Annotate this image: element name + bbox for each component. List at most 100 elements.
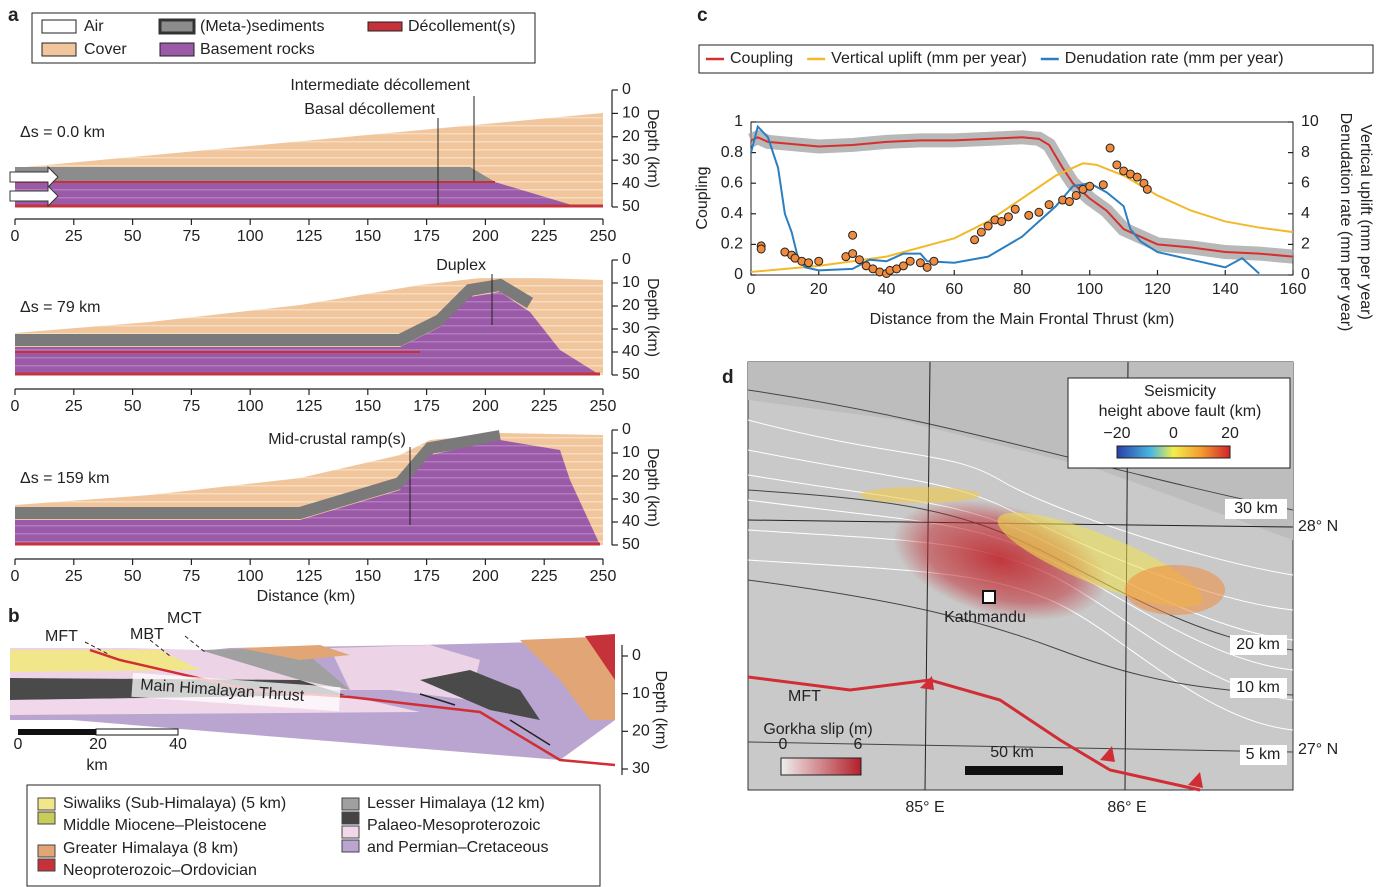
y2-tick-label: 4 xyxy=(1301,205,1310,222)
annotation: Duplex xyxy=(436,257,486,274)
y2-tick-label: 10 xyxy=(1301,113,1319,130)
legend-text: Neoproterozoic–Ordovician xyxy=(63,862,257,879)
thrust-tooth xyxy=(1100,746,1115,762)
section-3: Mid-crustal ramp(s) Δs = 159 km Distance… xyxy=(15,430,603,605)
sediments xyxy=(15,167,495,182)
point xyxy=(848,249,858,259)
scale-bar xyxy=(95,728,179,736)
x-tick-label: 225 xyxy=(531,568,558,585)
point xyxy=(915,258,925,268)
point xyxy=(997,216,1007,226)
section-1: Intermediate décollement Basal décolleme… xyxy=(9,77,603,208)
sediments xyxy=(15,430,502,519)
point xyxy=(922,262,932,272)
point xyxy=(1003,212,1013,222)
label-bg xyxy=(131,672,341,712)
basement xyxy=(15,182,575,206)
panel-b: MFT MBT MCT Main Himalayan Thrust Depth … xyxy=(10,610,669,775)
y2-axis-label: Vertical uplift (mm per year) xyxy=(1357,124,1374,320)
point xyxy=(1112,160,1122,170)
annotation: Basal décollement xyxy=(304,101,435,118)
point xyxy=(970,235,980,245)
point xyxy=(756,244,766,254)
arrow xyxy=(9,165,59,189)
axes-a: 0 25 50 75 100 125 150 175 200 225 25001020304050D… xyxy=(11,81,661,585)
x-tick-label: 175 xyxy=(413,228,440,245)
y-tick-label: 20 xyxy=(632,723,650,740)
panel-label: d xyxy=(722,367,734,388)
y2-tick-label: 6 xyxy=(1301,174,1310,191)
legend-box xyxy=(26,784,601,887)
y-tick-label: 0 xyxy=(622,251,631,268)
point xyxy=(1105,143,1115,153)
y-axis-label: Depth (km) xyxy=(644,278,661,357)
x-tick-label: 100 xyxy=(237,398,264,415)
arrow xyxy=(509,719,551,746)
x-tick-label: 80 xyxy=(1013,281,1031,298)
scale-tick-label: 40 xyxy=(169,736,187,753)
fault xyxy=(184,635,206,653)
legend-b: Siwaliks (Sub-Himalaya) (5 km) Middle Mi… xyxy=(26,784,601,887)
sediments xyxy=(15,278,534,346)
fault-label: MFT xyxy=(788,688,821,705)
x-tick-label: 140 xyxy=(1212,281,1239,298)
swatch xyxy=(37,858,56,872)
contour-label: 10 km xyxy=(1236,679,1280,696)
y-tick-label: 0.6 xyxy=(721,174,743,191)
colorbar-title: height above fault (km) xyxy=(1099,403,1262,420)
x-tick-label: 175 xyxy=(413,398,440,415)
y2-axis-label: Denudation rate (mm per year) xyxy=(1337,113,1354,332)
scale-unit: km xyxy=(86,757,107,774)
contour-label: 30 km xyxy=(1234,500,1278,517)
colorbar-tick-label: 0 xyxy=(1169,425,1178,442)
point xyxy=(1024,210,1034,220)
annotation: Mid-crustal ramp(s) xyxy=(268,431,406,448)
x-tick-label: 150 xyxy=(354,398,381,415)
x-tick-label: 20 xyxy=(810,281,828,298)
legend-text: Middle Miocene–Pleistocene xyxy=(63,817,267,834)
y-tick-label: 10 xyxy=(622,105,640,122)
shift-label: Δs = 0.0 km xyxy=(20,124,105,141)
point xyxy=(848,230,858,240)
section-2: Duplex Δs = 79 km xyxy=(15,257,603,376)
scale-tick-label: 0 xyxy=(14,736,23,753)
slip-tick-label: 6 xyxy=(854,736,863,753)
swatch xyxy=(367,21,403,32)
panel-label: a xyxy=(8,5,19,26)
x-tick-label: 50 xyxy=(124,568,142,585)
legend-text: and Permian–Cretaceous xyxy=(367,839,548,856)
unit xyxy=(420,670,540,720)
x-tick-label: 200 xyxy=(472,398,499,415)
contour xyxy=(747,419,1294,576)
arrow xyxy=(9,184,59,208)
scale-bar xyxy=(965,766,1063,775)
swatch xyxy=(37,844,56,858)
y-tick-label: 10 xyxy=(622,444,640,461)
seismicity-cloud xyxy=(860,487,980,503)
y-tick-label: 0 xyxy=(734,266,743,283)
point xyxy=(929,256,939,266)
colorbar-tick-label: −20 xyxy=(1103,425,1130,442)
x-tick-label: 0 xyxy=(747,281,756,298)
legend-text: Coupling xyxy=(730,50,793,67)
unit xyxy=(585,634,615,680)
legend-text: (Meta-)sediments xyxy=(200,18,324,35)
legend-text: Lesser Himalaya (12 km) xyxy=(367,795,545,812)
y-axis-label: Depth (km) xyxy=(644,448,661,527)
y-tick-label: 20 xyxy=(622,467,640,484)
x-tick-label: 125 xyxy=(296,568,323,585)
line xyxy=(750,136,1294,258)
fault xyxy=(149,639,171,657)
chart-c: Distance from the Main Frontal Thrust (k… xyxy=(694,44,1374,332)
legend-text: Siwaliks (Sub-Himalaya) (5 km) xyxy=(63,795,286,812)
point xyxy=(1010,204,1020,214)
lat-label: 27° N xyxy=(1298,741,1338,758)
legend-text: Denudation rate (mm per year) xyxy=(1065,50,1284,67)
y-tick-label: 30 xyxy=(622,151,640,168)
contour-label: 5 km xyxy=(1246,746,1281,763)
x-tick-label: 160 xyxy=(1280,281,1307,298)
y-tick-label: 0 xyxy=(622,421,631,438)
y-axis-label: Depth (km) xyxy=(652,670,669,749)
contour xyxy=(747,741,1294,753)
slip-tick-label: 0 xyxy=(779,736,788,753)
